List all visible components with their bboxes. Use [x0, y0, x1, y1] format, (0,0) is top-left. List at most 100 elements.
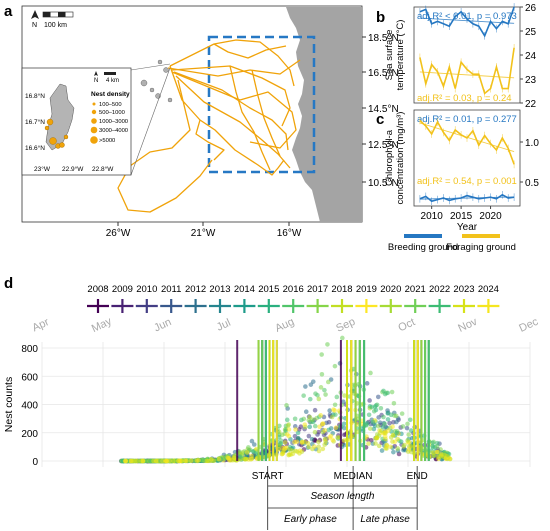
- month-label: Oct: [396, 316, 417, 334]
- nest-count-point: [435, 449, 440, 455]
- nest-count-point: [391, 449, 396, 455]
- nest-count-point: [302, 422, 308, 427]
- y-axis-label: concentration (mg/m³): [395, 112, 406, 205]
- nest-count-point: [280, 449, 286, 455]
- nest-count-point: [387, 420, 392, 426]
- nest-count-chart: Apr May Jun Jul Aug Sep Oct Nov Dec 0 200 400 600 800…: [3, 284, 541, 530]
- nest-count-point: [364, 434, 369, 439]
- nest-count-point: [301, 393, 306, 398]
- nest-count-point: [434, 444, 440, 449]
- early-phase-label: Early phase: [284, 514, 337, 525]
- nest-count-point: [164, 458, 170, 464]
- nest-count-point: [395, 446, 401, 451]
- nest-count-point: [334, 394, 340, 400]
- nest-count-point: [318, 385, 324, 390]
- y-tick-label: 800: [21, 344, 38, 355]
- nest-count-point: [379, 448, 385, 453]
- nest-count-point: [376, 443, 382, 449]
- nest-count-point: [374, 432, 380, 437]
- nest-count-point: [373, 441, 378, 446]
- nest-count-point: [407, 417, 413, 423]
- bc-legend: Breeding ground Foraging ground: [388, 234, 516, 253]
- nest-count-point: [395, 436, 400, 442]
- nest-count-point: [322, 427, 328, 433]
- inset-scale-label: 4 km: [106, 78, 119, 84]
- panel-a-label: a: [4, 3, 13, 20]
- nest-count-point: [377, 428, 382, 433]
- inset-lon-label-2: 22.9°W: [62, 165, 84, 173]
- scale-bar-label: 100 km: [44, 22, 67, 29]
- nest-count-point: [299, 439, 305, 445]
- x-tick-label: 2010: [421, 211, 444, 222]
- nest-count-point: [327, 435, 332, 440]
- nest-count-point: [442, 452, 447, 458]
- legend-foraging-label: Foraging ground: [446, 242, 516, 253]
- end-label: END: [407, 471, 428, 482]
- month-label: Dec: [517, 315, 540, 334]
- y-axis-label: temperature (°C): [395, 20, 406, 91]
- map-panel: N 100 km N 4 km 16.8°N 16.7°N 16.6°N 23°…: [21, 5, 399, 239]
- year-legend-label: 2010: [136, 284, 157, 295]
- year-legend-label: 2023: [453, 284, 474, 295]
- nest-count-point: [319, 372, 325, 377]
- y-tick-label: 25: [525, 27, 537, 38]
- nest-count-point: [244, 450, 250, 455]
- nest-count-point: [231, 455, 237, 461]
- year-legend-label: 2011: [161, 284, 181, 295]
- nest-count-point: [312, 423, 318, 429]
- lat-label-10-5: 10.5°N: [368, 178, 399, 189]
- nest-count-point: [376, 415, 381, 420]
- scale-bar: 100 km: [42, 11, 74, 29]
- y-tick-label: 600: [21, 372, 38, 383]
- nest-count-point: [401, 447, 406, 453]
- nest-count-point: [237, 454, 243, 460]
- nest-count-point: [284, 417, 290, 423]
- legend-item-4: 3000–4000: [99, 128, 128, 134]
- year-legend-label: 2013: [209, 284, 230, 295]
- lat-label-12-5: 12.5°N: [368, 140, 399, 151]
- nest-count-point: [378, 405, 384, 411]
- year-legend-label: 2008: [87, 284, 108, 295]
- nest-count-point: [381, 414, 386, 420]
- nest-count-point: [405, 421, 410, 427]
- nest-count-point: [341, 432, 347, 438]
- nest-count-point: [226, 455, 231, 461]
- nest-count-point: [329, 414, 335, 420]
- y-tick-label: 200: [21, 429, 38, 440]
- nest-count-point: [318, 413, 324, 418]
- chlorophyll-chart: 0.5 1.0 2010 2015 2020 adj.R² = 0.01, p = 0.2…: [384, 109, 539, 233]
- x-tick-label: 2015: [450, 211, 473, 222]
- nest-count-point: [299, 417, 304, 423]
- nest-count-point: [316, 448, 322, 454]
- nest-count-point: [430, 440, 435, 446]
- y-tick-label: 26: [525, 3, 537, 14]
- nest-count-point: [249, 438, 255, 444]
- inset-legend-title: Nest density: [91, 91, 130, 98]
- nest-count-point: [341, 421, 347, 427]
- nest-count-point: [327, 408, 332, 413]
- nest-count-point: [405, 438, 410, 443]
- lon-label-21: 21°W: [191, 228, 216, 239]
- nest-count-point: [438, 447, 443, 452]
- nest-count-point: [323, 392, 328, 397]
- year-legend-label: 2012: [185, 284, 206, 295]
- nest-count-point: [316, 444, 322, 450]
- year-legend-label: 2014: [234, 284, 255, 295]
- nest-count-point: [132, 458, 138, 464]
- nest-count-point: [313, 391, 318, 396]
- nest-count-point: [282, 446, 288, 451]
- nest-count-point: [401, 444, 406, 449]
- year-legend-label: 2021: [405, 284, 426, 295]
- late-phase-label: Late phase: [360, 514, 410, 525]
- month-label: Jul: [215, 317, 233, 334]
- lat-label-16-5: 16.5°N: [368, 68, 399, 79]
- nest-count-point: [286, 433, 292, 439]
- lon-label-16: 16°W: [277, 228, 302, 239]
- nest-count-point: [404, 425, 410, 431]
- nest-count-point: [390, 424, 395, 430]
- nest-count-point: [312, 429, 318, 435]
- nest-count-point: [382, 434, 388, 439]
- svg-text:N: N: [94, 78, 98, 84]
- nest-count-point: [325, 379, 331, 385]
